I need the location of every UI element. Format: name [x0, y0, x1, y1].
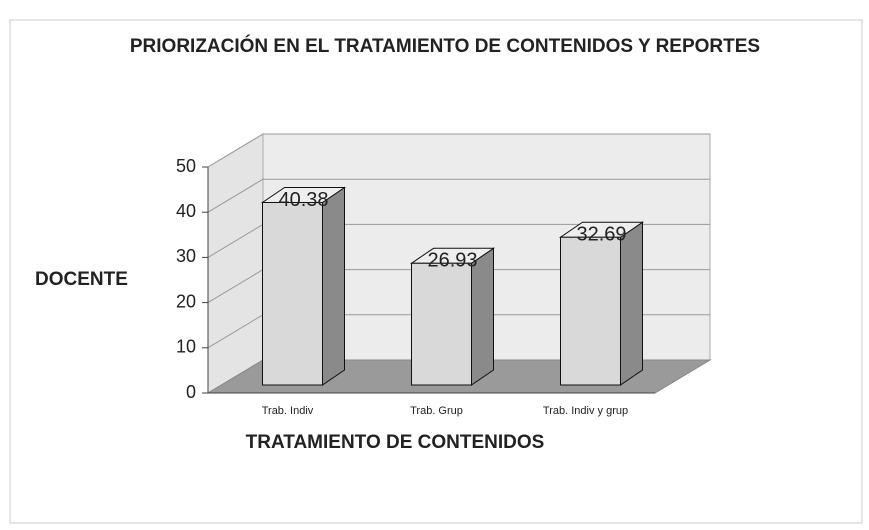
value-label: 40.38	[278, 189, 328, 211]
x-tick-label: Trab. Indiv y grup	[543, 405, 628, 417]
y-tick-label: 0	[186, 382, 196, 402]
chart-title: PRIORIZACIÓN EN EL TRATAMIENTO DE CONTEN…	[129, 36, 761, 57]
bar	[411, 262, 472, 386]
y-tick-label: 10	[176, 337, 196, 357]
bar-side	[620, 221, 643, 386]
side-wall	[207, 133, 264, 394]
value-label: 32.69	[576, 224, 626, 246]
x-tick-label: Trab. Indiv	[262, 405, 314, 417]
bar	[560, 236, 621, 386]
grid-line	[207, 133, 264, 168]
x-tick-label: Trab. Grup	[410, 405, 463, 417]
grid-line	[207, 223, 264, 258]
grid-line	[207, 314, 264, 349]
y-tick-label: 40	[176, 201, 196, 221]
bar	[262, 201, 323, 386]
grid-line	[207, 269, 264, 304]
bar-side	[322, 186, 345, 386]
y-tick-label: 30	[176, 246, 196, 266]
value-label: 26.93	[427, 250, 477, 272]
y-tick-label: 50	[176, 156, 196, 176]
y-tick-label: 20	[176, 291, 196, 311]
y-axis-label: DOCENTE	[35, 269, 128, 290]
grid-line	[207, 178, 264, 213]
x-axis-label: TRATAMIENTO DE CONTENIDOS	[246, 432, 545, 453]
